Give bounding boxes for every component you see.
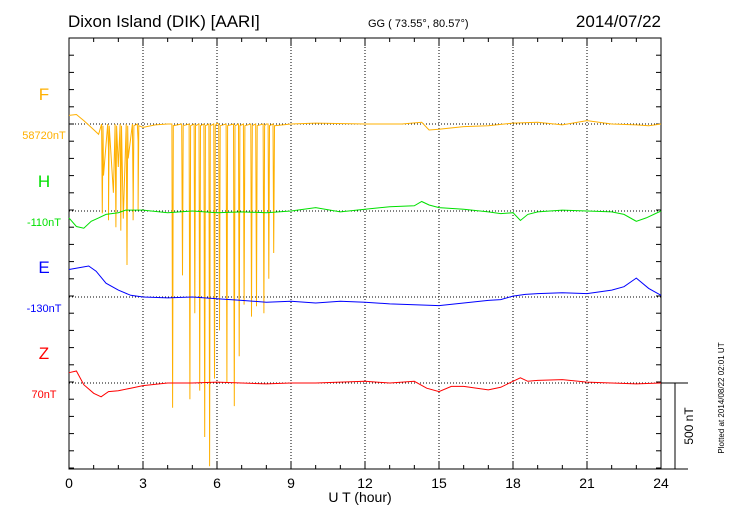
- x-tick-label: 0: [65, 475, 73, 491]
- chart-date: 2014/07/22: [576, 12, 661, 31]
- x-tick-label: 24: [653, 475, 669, 491]
- x-axis-label: U T (hour): [328, 489, 391, 505]
- trace-H: [68, 200, 662, 229]
- series-baseline-Z: 70nT: [31, 389, 56, 401]
- x-tick-label: 18: [505, 475, 521, 491]
- series-name-Z: Z: [39, 344, 49, 363]
- x-tick-label: 9: [287, 475, 295, 491]
- trace-F: [68, 113, 662, 467]
- x-tick-label: 6: [213, 475, 221, 491]
- series-name-E: E: [38, 258, 49, 277]
- series-name-F: F: [39, 85, 49, 104]
- x-tick-label: 15: [431, 475, 447, 491]
- trace-Z: [68, 370, 662, 398]
- station-coords: GG ( 73.55°, 80.57°): [368, 18, 469, 30]
- trace-E: [68, 265, 662, 307]
- x-tick-label: 3: [139, 475, 147, 491]
- plotted-timestamp: Plotted at 2014/08/22 02:01 UT: [717, 342, 726, 453]
- scale-label: 500 nT: [682, 407, 696, 445]
- x-tick-label: 12: [357, 475, 373, 491]
- chart-title: Dixon Island (DIK) [AARI]: [68, 12, 260, 31]
- series-baseline-E: -130nT: [27, 303, 62, 315]
- series-baseline-F: 58720nT: [22, 130, 66, 142]
- series-baseline-H: -110nT: [27, 217, 61, 229]
- x-tick-label: 21: [579, 475, 595, 491]
- series-name-H: H: [38, 172, 50, 191]
